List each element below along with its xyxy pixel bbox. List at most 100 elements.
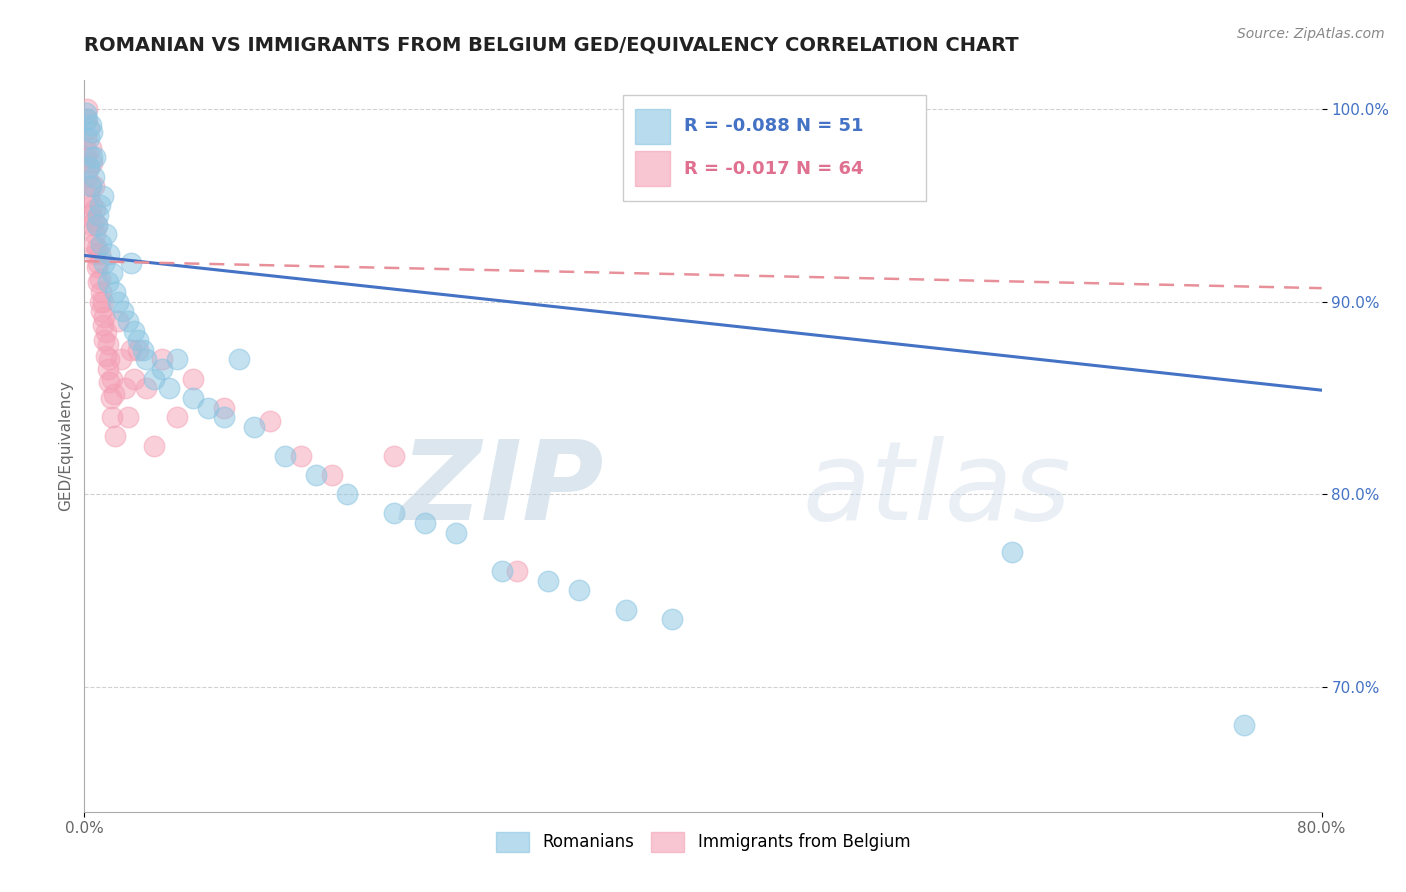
Point [127, 343, 149, 357]
Point [212, 410, 235, 425]
Point [197, 401, 219, 415]
Text: R = -0.088: R = -0.088 [685, 118, 790, 136]
Point [661, 612, 683, 626]
Point [101, 410, 124, 425]
FancyBboxPatch shape [636, 109, 669, 144]
Point [83, 169, 105, 184]
Point [84, 227, 107, 242]
Point [290, 449, 312, 463]
Point [75, 150, 97, 164]
Point [150, 362, 173, 376]
Point [444, 525, 467, 540]
Point [90, 285, 112, 299]
Point [117, 314, 139, 328]
Point [89, 246, 111, 260]
Point [491, 564, 513, 578]
Point [132, 343, 155, 357]
Point [336, 487, 359, 501]
Point [76, 102, 98, 116]
FancyBboxPatch shape [623, 95, 925, 201]
Point [93, 256, 115, 270]
Point [96, 337, 118, 351]
Point [243, 419, 266, 434]
Point [98, 376, 121, 390]
Point [84, 246, 107, 260]
Point [259, 414, 281, 428]
Point [76, 112, 98, 126]
Text: Source: ZipAtlas.com: Source: ZipAtlas.com [1237, 27, 1385, 41]
Point [87, 276, 110, 290]
Point [79, 179, 101, 194]
Point [159, 381, 180, 395]
Point [93, 333, 115, 347]
Point [100, 391, 122, 405]
Point [93, 310, 115, 324]
Point [166, 410, 188, 425]
Point [82, 125, 104, 139]
Point [91, 318, 114, 332]
Point [150, 352, 173, 367]
Legend: Romanians, Immigrants from Belgium: Romanians, Immigrants from Belgium [489, 826, 917, 858]
Point [84, 202, 107, 217]
Point [274, 449, 297, 463]
Point [1001, 545, 1024, 559]
Point [77, 160, 100, 174]
Point [96, 276, 118, 290]
Point [91, 294, 114, 309]
Point [143, 371, 166, 385]
Point [98, 352, 121, 367]
Point [122, 371, 145, 385]
Point [321, 467, 343, 482]
Point [568, 583, 591, 598]
Point [77, 131, 100, 145]
Point [305, 467, 328, 482]
Point [614, 602, 637, 616]
Point [120, 256, 142, 270]
Point [91, 188, 114, 202]
Point [120, 343, 142, 357]
Point [79, 208, 101, 222]
Point [89, 271, 111, 285]
Point [83, 214, 105, 228]
Point [86, 218, 108, 232]
Point [101, 266, 124, 280]
Point [181, 371, 204, 385]
Point [82, 156, 104, 170]
Point [143, 439, 166, 453]
Point [212, 401, 235, 415]
Point [166, 352, 188, 367]
Text: atlas: atlas [801, 436, 1070, 543]
Point [82, 150, 104, 164]
Point [112, 304, 135, 318]
Point [382, 449, 405, 463]
Point [77, 188, 100, 202]
Text: R = -0.017: R = -0.017 [685, 160, 790, 178]
Point [86, 260, 108, 274]
Point [89, 198, 111, 212]
Point [506, 564, 529, 578]
Point [87, 208, 110, 222]
Point [110, 352, 132, 367]
Point [77, 121, 100, 136]
Point [101, 371, 124, 385]
Point [75, 112, 97, 126]
Point [122, 324, 145, 338]
Point [117, 410, 139, 425]
Point [135, 352, 157, 367]
Point [82, 198, 104, 212]
Point [83, 179, 105, 194]
Point [181, 391, 204, 405]
Point [103, 387, 125, 401]
Point [1233, 718, 1256, 732]
FancyBboxPatch shape [636, 152, 669, 186]
Point [90, 236, 112, 251]
Point [382, 507, 405, 521]
Point [104, 429, 127, 443]
Point [79, 118, 101, 132]
Point [79, 141, 101, 155]
Point [127, 333, 149, 347]
Text: N = 51: N = 51 [796, 118, 863, 136]
Text: ROMANIAN VS IMMIGRANTS FROM BELGIUM GED/EQUIVALENCY CORRELATION CHART: ROMANIAN VS IMMIGRANTS FROM BELGIUM GED/… [84, 36, 1019, 54]
Text: N = 64: N = 64 [796, 160, 863, 178]
Text: ZIP: ZIP [401, 436, 605, 543]
